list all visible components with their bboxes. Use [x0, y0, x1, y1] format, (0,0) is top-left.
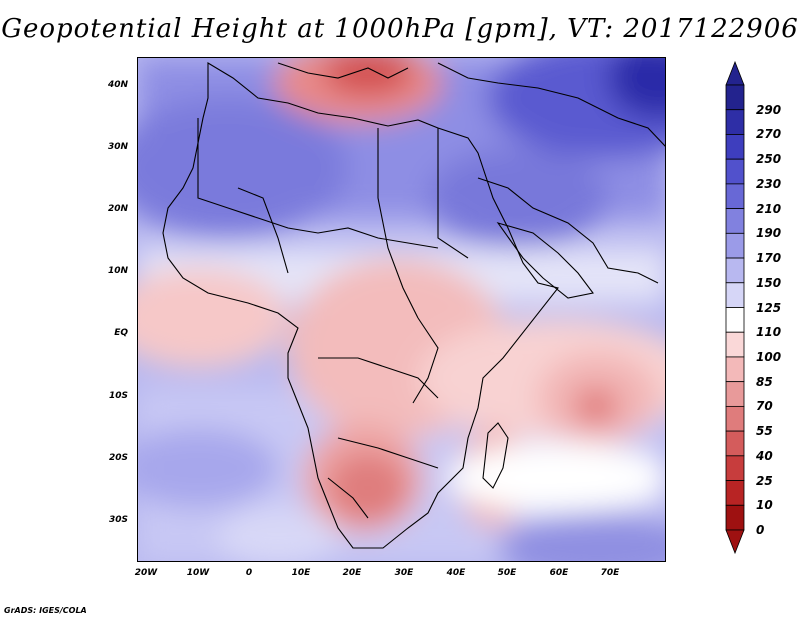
madagascar — [482, 422, 509, 489]
lat-label-10n: 10N — [107, 266, 128, 276]
colorbar-level-label: 190 — [756, 226, 782, 241]
colorbar-swatch — [725, 430, 745, 457]
colorbar-level-label: 70 — [756, 399, 773, 414]
coastlines — [162, 62, 665, 549]
colorbar-swatch — [725, 183, 745, 210]
lat-label-10s: 10S — [108, 391, 128, 401]
plot-title: Geopotential Height at 1000hPa [gpm], VT… — [1, 14, 799, 44]
lat-label-20s: 20S — [108, 453, 128, 463]
colorbar-swatch — [725, 381, 745, 407]
colorbar-swatch — [725, 356, 745, 383]
lat-label-20n: 20N — [107, 204, 128, 214]
colorbar-swatch — [725, 307, 745, 333]
lon-label-60e: 60E — [549, 568, 569, 578]
colorbar-level-label: 270 — [756, 127, 782, 142]
colorbar-level-label: 0 — [756, 523, 765, 537]
lon-label-50e: 50E — [497, 568, 517, 578]
colorbar-swatch — [725, 282, 745, 308]
colorbar-level-label: 230 — [756, 176, 782, 191]
lon-label-40e: 40E — [446, 568, 466, 578]
lon-label-10w: 10W — [186, 568, 210, 578]
lon-label-30e: 30E — [394, 568, 414, 578]
colorbar-level-label: 100 — [756, 349, 782, 364]
lat-label-30s: 30S — [108, 515, 128, 525]
colorbar-swatch — [725, 232, 745, 259]
colorbar-swatch — [725, 480, 745, 506]
colorbar-level-label: 250 — [756, 152, 782, 167]
footer-credit: GrADS: IGES/COLA — [4, 606, 87, 615]
lat-label-eq: EQ — [114, 328, 128, 338]
colorbar-level-label: 150 — [756, 275, 782, 290]
colorbar-swatch — [725, 134, 745, 160]
lat-label-40n: 40N — [107, 80, 128, 90]
colorbar-level-label: 110 — [756, 325, 782, 340]
map-panel — [137, 57, 666, 562]
colorbar-swatch — [725, 455, 745, 481]
colorbar-level-label: 25 — [756, 473, 773, 488]
colorbar-swatch — [725, 257, 745, 284]
colorbar-level-label: 290 — [756, 102, 782, 117]
colorbar-level-label: 40 — [756, 448, 773, 463]
lon-label-20e: 20E — [342, 568, 362, 578]
colorbar-swatch — [725, 158, 745, 185]
colorbar-level-label: 170 — [756, 251, 782, 266]
colorbar-level-label: 10 — [756, 498, 773, 513]
colorbar-swatch — [725, 208, 745, 234]
colorbar-bottom-arrow — [725, 529, 745, 555]
colorbar-level-label: 210 — [756, 201, 782, 216]
colorbar-level-label: 85 — [756, 374, 773, 389]
colorbar-swatch — [725, 504, 745, 531]
colorbar-swatch — [725, 84, 745, 111]
lon-label-0: 0 — [245, 568, 253, 578]
colorbar-swatch — [725, 331, 745, 358]
height-field — [138, 58, 665, 561]
lon-label-70e: 70E — [600, 568, 620, 578]
colorbar-swatch — [725, 405, 745, 432]
lon-label-20w: 20W — [134, 568, 158, 578]
lat-label-30n: 30N — [107, 142, 128, 152]
colorbar-swatch — [725, 109, 745, 135]
colorbar-level-label: 125 — [756, 300, 782, 315]
geopotential-map — [138, 58, 665, 561]
colorbar — [725, 60, 745, 555]
colorbar-top-arrow — [725, 60, 745, 86]
lon-label-10e: 10E — [291, 568, 311, 578]
colorbar-level-label: 55 — [756, 424, 773, 439]
